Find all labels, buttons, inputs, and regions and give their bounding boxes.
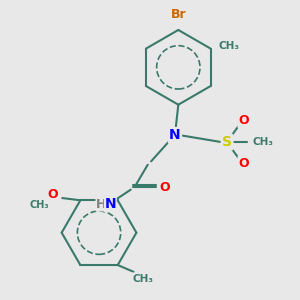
Text: N: N xyxy=(169,128,181,142)
Text: CH₃: CH₃ xyxy=(253,137,274,147)
Text: S: S xyxy=(222,135,232,149)
Text: H: H xyxy=(96,198,106,211)
Text: O: O xyxy=(239,157,249,170)
Text: O: O xyxy=(159,181,170,194)
Text: CH₃: CH₃ xyxy=(218,41,239,51)
Text: O: O xyxy=(239,114,249,127)
Text: CH₃: CH₃ xyxy=(30,200,50,210)
Text: Br: Br xyxy=(170,8,186,21)
Text: N: N xyxy=(105,197,116,212)
Text: CH₃: CH₃ xyxy=(132,274,153,284)
Text: O: O xyxy=(48,188,58,201)
